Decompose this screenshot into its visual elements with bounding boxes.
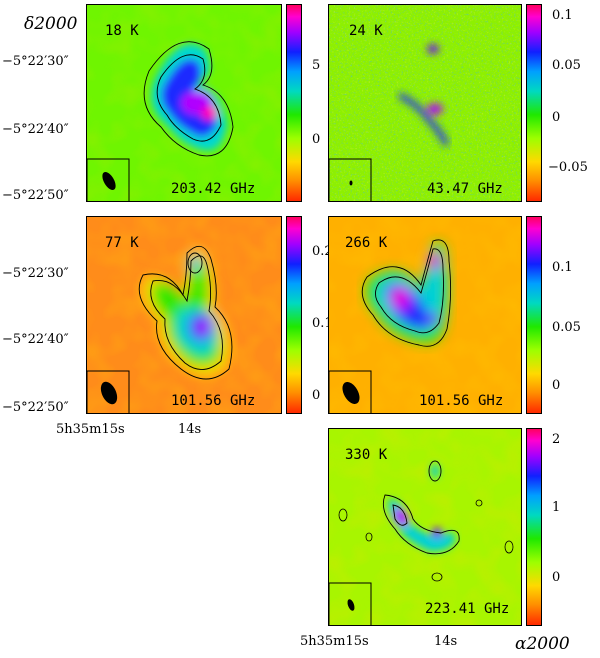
dec-tick-label: −5°22′40″ — [2, 332, 69, 347]
map-panel-101ghz-77k: 77 K 101.56 GHz — [86, 216, 282, 414]
frequency-label: 223.41 GHz — [425, 601, 510, 617]
temperature-label: 18 K — [105, 23, 139, 39]
colorbar-tick: 0 — [552, 570, 561, 585]
colorbar-tick: 1 — [552, 500, 561, 515]
colorbar-tick: 0 — [552, 110, 561, 125]
dec-tick-label: −5°22′30″ — [2, 54, 69, 69]
dec-tick-label: −5°22′30″ — [2, 266, 69, 281]
frequency-label: 101.56 GHz — [419, 393, 504, 409]
beam-ellipse — [102, 171, 116, 191]
map-panel-101ghz-266k: 266 K 101.56 GHz — [328, 216, 522, 414]
dec-tick-label: −5°22′50″ — [2, 188, 69, 203]
ra-tick-label: 5h35m15s — [300, 634, 369, 649]
colorbar-tick: 0.05 — [552, 320, 581, 335]
colorbar-tick: −0.05 — [548, 160, 588, 175]
colorbar-tick: 0.2 — [312, 244, 333, 259]
ra-tick-label: 14s — [434, 634, 458, 649]
colorbar-tick: 0 — [312, 388, 321, 403]
temperature-label: 330 K — [345, 447, 388, 463]
temperature-label: 77 K — [105, 235, 139, 251]
beam-ellipse — [349, 180, 353, 186]
colorbar-tick: 0.1 — [552, 8, 573, 23]
colorbar-tick: 0.1 — [312, 316, 333, 331]
emission-map — [329, 5, 521, 201]
colorbar-tick: 0 — [552, 378, 561, 393]
emission-map — [87, 5, 281, 201]
colorbar-tick: 0 — [312, 132, 321, 147]
ra-tick-label: 5h35m15s — [56, 422, 125, 437]
map-panel-43ghz: 24 K 43.47 GHz — [328, 4, 522, 202]
emission-map — [329, 217, 521, 413]
beam-ellipse — [347, 599, 355, 611]
temperature-label: 24 K — [349, 23, 383, 39]
map-panel-203ghz: 18 K 203.42 GHz — [86, 4, 282, 202]
map-panel-223ghz: 330 K 223.41 GHz — [328, 428, 522, 626]
ra-axis-title: α2000 — [515, 634, 570, 654]
emission-map — [329, 429, 521, 625]
colorbar-tick: 0.05 — [552, 58, 581, 73]
colorbar-101ghz-77k — [286, 216, 302, 414]
colorbar-tick: 5 — [312, 58, 321, 73]
temperature-label: 266 K — [345, 235, 388, 251]
beam-ellipse — [342, 382, 360, 404]
dec-tick-label: −5°22′50″ — [2, 400, 69, 415]
frequency-label: 43.47 GHz — [427, 181, 503, 197]
colorbar-tick: 0.1 — [552, 260, 573, 275]
colorbar-101ghz-266k — [526, 216, 542, 414]
colorbar-tick: 2 — [552, 432, 561, 447]
emission-map — [87, 217, 281, 413]
dec-axis-title: δ2000 — [24, 14, 78, 34]
colorbar-203ghz — [286, 4, 302, 202]
dec-tick-label: −5°22′40″ — [2, 122, 69, 137]
beam-ellipse — [100, 381, 118, 405]
frequency-label: 101.56 GHz — [171, 393, 256, 409]
colorbar-223ghz — [526, 428, 542, 626]
colorbar-43ghz — [526, 4, 542, 202]
frequency-label: 203.42 GHz — [171, 181, 256, 197]
ra-tick-label: 14s — [178, 422, 202, 437]
